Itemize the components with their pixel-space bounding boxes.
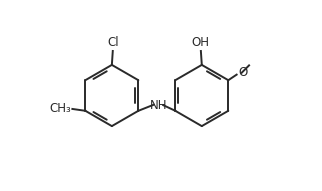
Text: Cl: Cl xyxy=(107,36,118,49)
Text: CH₃: CH₃ xyxy=(50,102,71,115)
Text: O: O xyxy=(239,66,248,79)
Text: OH: OH xyxy=(192,36,210,49)
Text: NH: NH xyxy=(149,99,167,112)
